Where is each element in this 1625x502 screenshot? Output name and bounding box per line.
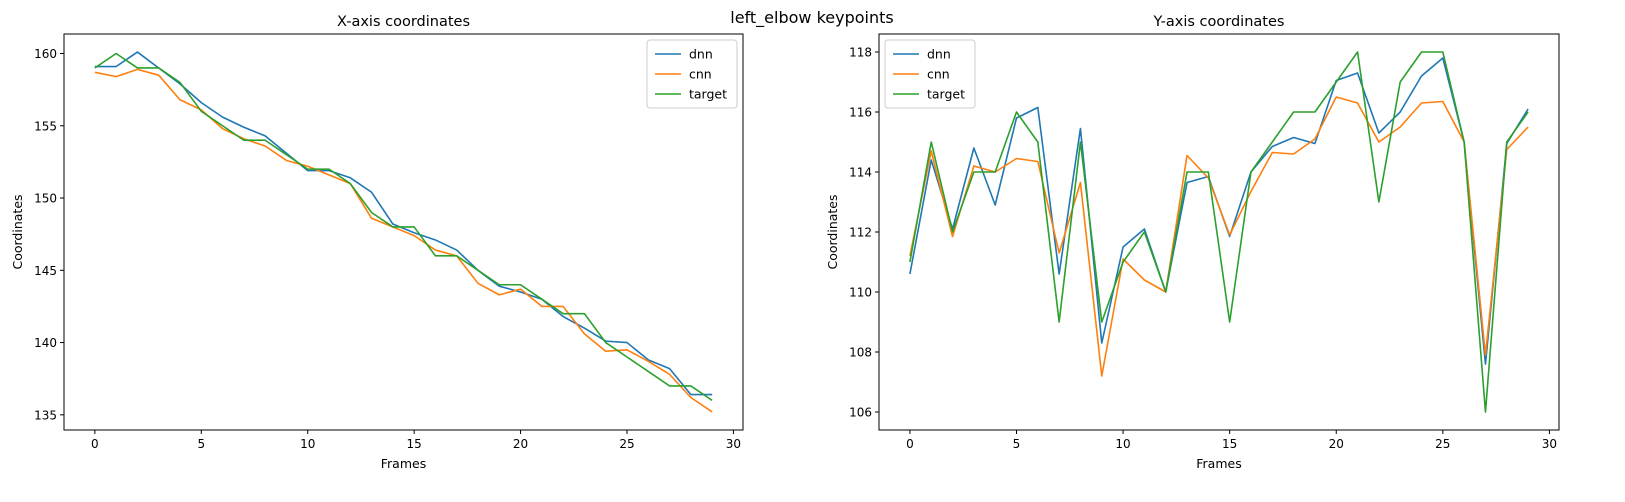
x-tick-label: 30 xyxy=(726,437,741,451)
legend: dnn cnn target xyxy=(646,39,738,109)
y-tick-label: 108 xyxy=(849,346,872,360)
y-tick-label: 116 xyxy=(849,106,872,120)
legend-label-target: target xyxy=(927,87,965,102)
x-tick-label: 5 xyxy=(1013,437,1021,451)
series-line-target xyxy=(94,52,713,402)
y-tick-label: 140 xyxy=(34,336,57,350)
y-tick-label: 145 xyxy=(34,264,57,278)
series-line-cnn xyxy=(94,68,713,413)
x-tick-label: 0 xyxy=(906,437,914,451)
x-tick-label: 30 xyxy=(1542,437,1557,451)
y-axis-label: Coordinates xyxy=(10,194,25,269)
x-tick-label: 10 xyxy=(300,437,315,451)
y-tick-label: 112 xyxy=(849,226,872,240)
x-tick-label: 5 xyxy=(197,437,205,451)
x-tick-label: 0 xyxy=(91,437,99,451)
y-tick-label: 150 xyxy=(34,192,57,206)
x-tick-label: 15 xyxy=(1222,437,1237,451)
chart-title: X-axis coordinates xyxy=(337,14,470,30)
x-coordinates-chart: X-axis coordinates 0 5 10 15 20 25 30 135 140 145 1… xyxy=(10,14,744,471)
y-tick-label: 160 xyxy=(34,47,57,61)
legend-box xyxy=(884,39,976,109)
x-axis-label: Frames xyxy=(1196,456,1241,471)
x-tick-label: 25 xyxy=(1435,437,1450,451)
legend-label-cnn: cnn xyxy=(689,67,712,82)
x-tick-label: 20 xyxy=(513,437,528,451)
legend: dnn cnn target xyxy=(884,39,976,109)
figure-suptitle: left_elbow keypoints xyxy=(730,8,893,28)
x-axis-label: Frames xyxy=(381,456,426,471)
series-line-cnn xyxy=(909,96,1529,377)
series-line-dnn xyxy=(94,51,713,396)
y-tick-label: 110 xyxy=(849,286,872,300)
plot-frame xyxy=(878,33,1560,431)
series-line-dnn xyxy=(909,57,1529,365)
legend-label-dnn: dnn xyxy=(689,47,713,62)
y-tick-label: 155 xyxy=(34,119,57,133)
x-tick-label: 15 xyxy=(407,437,422,451)
legend-label-target: target xyxy=(689,87,727,102)
y-axis-label: Coordinates xyxy=(825,194,840,269)
legend-label-cnn: cnn xyxy=(927,67,950,82)
y-tick-label: 118 xyxy=(849,46,872,60)
legend-label-dnn: dnn xyxy=(927,47,951,62)
plot-frame xyxy=(63,33,744,431)
y-coordinates-chart: Y-axis coordinates 0 5 10 15 20 25 30 106 108 110 1… xyxy=(825,14,1560,471)
x-tick-label: 20 xyxy=(1329,437,1344,451)
y-tick-label: 106 xyxy=(849,406,872,420)
chart-title: Y-axis coordinates xyxy=(1153,14,1285,30)
series-line-target xyxy=(909,51,1529,413)
legend-box xyxy=(646,39,738,109)
y-tick-label: 135 xyxy=(34,408,57,422)
y-tick-label: 114 xyxy=(849,166,872,180)
x-tick-label: 10 xyxy=(1115,437,1130,451)
x-tick-label: 25 xyxy=(619,437,634,451)
